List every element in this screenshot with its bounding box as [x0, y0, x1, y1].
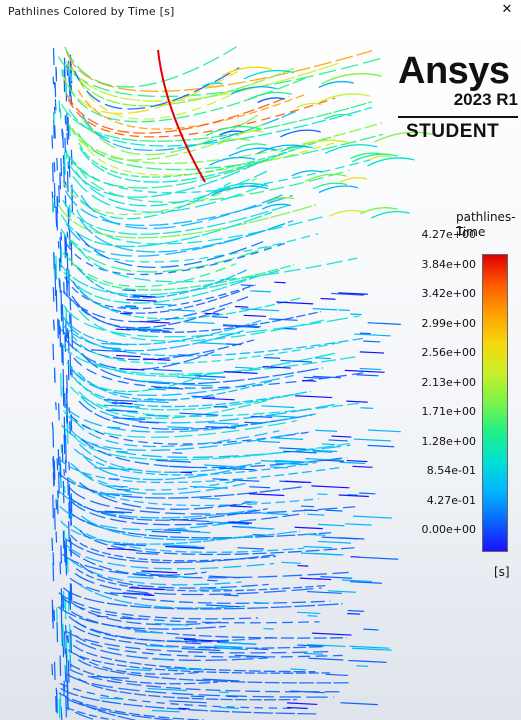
legend-tick-label: 2.99e+00	[421, 316, 476, 330]
legend-variable: Time	[456, 225, 486, 239]
legend-tick-label: 1.28e+00	[421, 434, 476, 448]
legend-colorbar	[482, 254, 508, 552]
pathlines-plot[interactable]	[0, 22, 521, 720]
legend-unit: [s]	[494, 565, 510, 579]
legend-tick-label: 4.27e+00	[421, 228, 476, 241]
legend-tick-label: 3.84e+00	[421, 257, 476, 271]
window-titlebar: Pathlines Colored by Time [s] ✕	[0, 0, 521, 22]
pathline-group	[51, 46, 435, 720]
legend-tick-label: 2.13e+00	[421, 375, 476, 389]
legend-tick-label: 3.42e+00	[421, 287, 476, 300]
logo-word: Ansys	[398, 50, 510, 92]
logo-edition: STUDENT	[406, 121, 500, 142]
graphics-viewport[interactable]: Ansys 2023 R1 STUDENT pathlines-1 Time 4…	[0, 22, 521, 720]
ansys-logo: Ansys 2023 R1 STUDENT	[398, 52, 520, 144]
legend-title: pathlines-1	[456, 210, 516, 238]
logo-version: 2023 R1	[453, 90, 518, 109]
legend-tick-label: 0.00e+00	[421, 523, 476, 536]
window-title: Pathlines Colored by Time [s]	[8, 5, 175, 18]
legend-tick-label: 8.54e-01	[426, 464, 476, 477]
legend-tick-label: 4.27e-01	[426, 493, 476, 507]
legend-tick-label: 1.71e+00	[421, 405, 476, 418]
logo-divider	[398, 116, 518, 118]
close-icon[interactable]: ✕	[501, 2, 513, 17]
legend-tick-label: 2.56e+00	[421, 346, 476, 359]
